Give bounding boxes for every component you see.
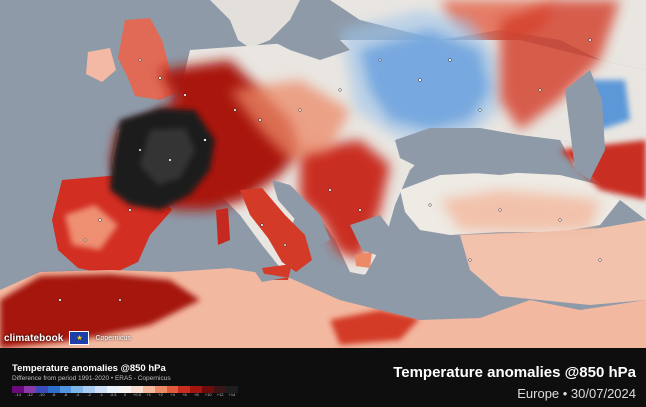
color-scale-bar bbox=[12, 386, 238, 393]
anomaly-extreme-core bbox=[140, 128, 195, 185]
color-scale-segment bbox=[226, 386, 238, 393]
eu-flag-icon: ★ bbox=[69, 331, 90, 345]
sea-black-sea bbox=[395, 128, 550, 175]
branding: climatebook ★ Copernicus bbox=[4, 330, 131, 346]
land-italy bbox=[240, 188, 312, 272]
color-scale-segment bbox=[202, 386, 215, 393]
sea-mediterranean bbox=[150, 250, 470, 320]
color-scale-segment bbox=[95, 386, 108, 393]
color-scale-tick: -2 bbox=[87, 392, 92, 397]
color-scale-tick: +2 bbox=[158, 392, 163, 397]
color-scale-segment bbox=[214, 386, 227, 393]
color-scale-tick: +14 bbox=[228, 392, 236, 397]
color-scale-segment bbox=[154, 386, 167, 393]
land-iberia-light bbox=[65, 205, 118, 250]
land-middle-east bbox=[460, 220, 646, 305]
sea-baltic bbox=[270, 20, 350, 60]
land-sardinia bbox=[216, 208, 230, 245]
color-scale: -14 -12 -10 -8 -6 -4 -2 -1 -0.5 0 +0.5 +1 +2 +4 +6 +8 +1… bbox=[12, 386, 238, 397]
sea-adriatic bbox=[272, 180, 330, 245]
color-scale-segment bbox=[107, 386, 120, 393]
anomaly-hot-levant bbox=[440, 190, 600, 232]
sea-caspian bbox=[565, 70, 605, 180]
city-dots bbox=[58, 38, 602, 302]
legend-subtitle: Difference from period 1991-2020 • ERA5 … bbox=[12, 375, 171, 382]
legend-title: Temperature anomalies @850 hPa bbox=[12, 363, 166, 374]
color-scale-tick: +1 bbox=[146, 392, 152, 397]
color-scale-tick: -4 bbox=[75, 392, 80, 397]
color-scale-segment bbox=[35, 386, 48, 393]
color-scale-segment bbox=[130, 386, 143, 393]
color-scale-tick: -6 bbox=[63, 392, 68, 397]
map-subtitle: Europe • 30/07/2024 bbox=[517, 386, 636, 401]
anomaly-map: climatebook ★ Copernicus bbox=[0, 0, 646, 348]
color-scale-tick: +0.5 bbox=[132, 392, 141, 397]
color-scale-tick: -8 bbox=[51, 392, 56, 397]
color-scale-tick: +8 bbox=[194, 392, 199, 397]
land-great-britain bbox=[118, 18, 178, 100]
land-morocco-hot bbox=[0, 274, 200, 348]
sea-aegean bbox=[350, 215, 395, 258]
copernicus-logo: Copernicus bbox=[95, 334, 131, 342]
color-scale-tick: -14 bbox=[15, 392, 21, 397]
color-scale-tick: -0.5 bbox=[109, 392, 117, 397]
anomaly-hot-volga bbox=[500, 0, 620, 130]
color-scale-tick: +12 bbox=[216, 392, 224, 397]
color-scale-segment bbox=[119, 386, 131, 393]
color-scale-ticks: -14 -12 -10 -8 -6 -4 -2 -1 -0.5 0 +0.5 +1 +2 +4 +6 +8 +1… bbox=[12, 393, 238, 397]
footer-bar bbox=[0, 348, 646, 407]
anomaly-central-warm bbox=[230, 80, 350, 160]
color-scale-tick: +4 bbox=[170, 392, 175, 397]
map-canvas bbox=[0, 0, 646, 348]
land-libya-hot bbox=[330, 310, 420, 345]
color-scale-segment bbox=[142, 386, 155, 393]
color-scale-segment bbox=[12, 386, 24, 393]
map-title: Temperature anomalies @850 hPa bbox=[393, 364, 636, 381]
color-scale-segment bbox=[190, 386, 203, 393]
color-scale-tick: 0 bbox=[123, 392, 127, 397]
color-scale-tick: +6 bbox=[182, 392, 187, 397]
land-greek-islands bbox=[355, 252, 372, 268]
color-scale-segment bbox=[166, 386, 179, 393]
land-ireland bbox=[86, 48, 116, 82]
color-scale-tick: -12 bbox=[26, 392, 33, 397]
color-scale-segment bbox=[59, 386, 72, 393]
color-scale-segment bbox=[71, 386, 84, 393]
anomaly-cool-ukraine bbox=[340, 10, 500, 145]
color-scale-segment bbox=[23, 386, 36, 393]
color-scale-tick: -10 bbox=[38, 392, 45, 397]
color-scale-segment bbox=[83, 386, 96, 393]
color-scale-segment bbox=[178, 386, 191, 393]
climatebook-logo: climatebook bbox=[4, 332, 64, 344]
color-scale-segment bbox=[47, 386, 60, 393]
color-scale-tick: -1 bbox=[99, 392, 103, 397]
land-scandinavia bbox=[210, 0, 300, 48]
color-scale-tick: +10 bbox=[204, 392, 212, 397]
